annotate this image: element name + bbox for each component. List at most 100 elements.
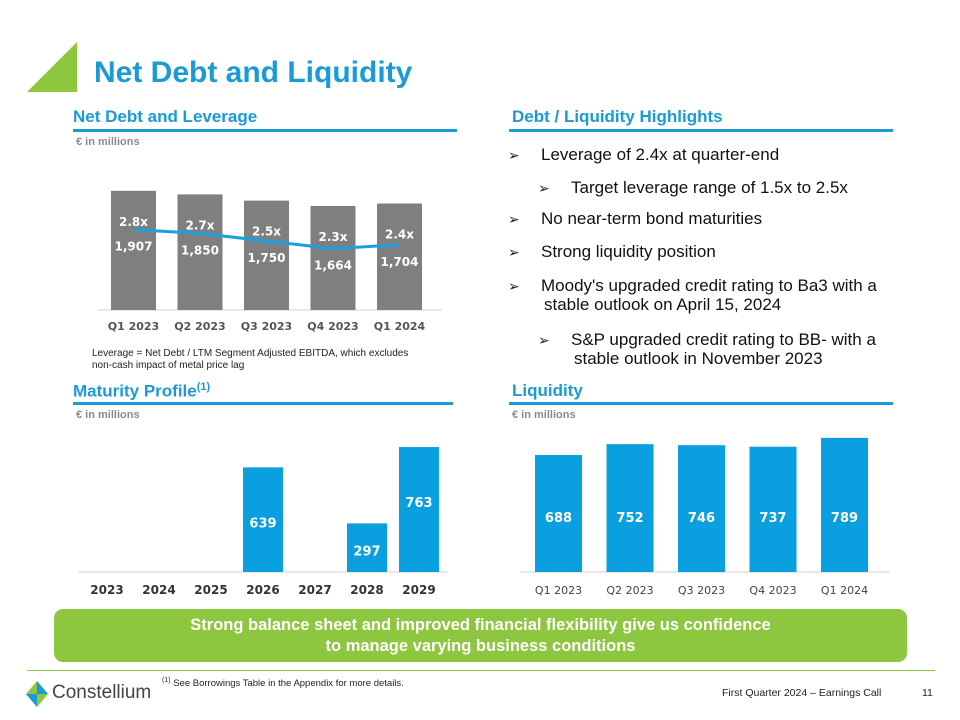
constellium-logo-icon <box>26 681 48 707</box>
x-tick-label: 2024 <box>142 583 175 597</box>
net-debt-value-label: 1,704 <box>381 255 419 269</box>
arrow-bullet-icon: ➢ <box>508 244 520 260</box>
net-debt-units: € in millions <box>76 136 140 148</box>
footer-event: First Quarter 2024 – Earnings Call <box>722 687 882 699</box>
footnote-marker: (1) <box>162 677 171 684</box>
x-tick-label: 2025 <box>194 583 227 597</box>
net-debt-value-label: 1,750 <box>248 251 286 265</box>
x-tick-label: Q4 2023 <box>749 584 796 597</box>
banner-line2: to manage varying business conditions <box>325 636 636 655</box>
x-tick-label: 2026 <box>246 583 279 597</box>
leverage-label: 2.8x <box>119 215 148 229</box>
page-number: 11 <box>922 687 933 699</box>
leverage-note: Leverage = Net Debt / LTM Segment Adjust… <box>92 348 452 372</box>
x-tick-label: 2028 <box>350 583 383 597</box>
maturity-heading: Maturity Profile(1) <box>73 381 210 402</box>
x-tick-label: Q2 2023 <box>606 584 653 597</box>
page-title: Net Debt and Liquidity <box>94 56 413 89</box>
highlights-heading: Debt / Liquidity Highlights <box>512 107 723 126</box>
highlight-item: ➢ Strong liquidity position <box>508 242 716 261</box>
net-debt-value-label: 1,850 <box>181 243 219 257</box>
conclusion-banner: Strong balance sheet and improved financ… <box>54 609 907 662</box>
net-debt-bar <box>111 190 156 310</box>
liquidity-bar <box>678 445 725 572</box>
arrow-bullet-icon: ➢ <box>508 211 520 227</box>
liquidity-bar <box>821 437 868 572</box>
liquidity-chart: 688 Q1 2023 752 Q2 2023 746 Q3 2023 737 Q4 2023… <box>520 437 890 597</box>
maturity-rule <box>73 402 453 405</box>
highlight-item: ➢ Moody's upgraded credit rating to Ba3 … <box>508 276 877 314</box>
leverage-label: 2.4x <box>385 228 414 242</box>
highlight-text: Moody's upgraded credit rating to Ba3 wi… <box>541 276 877 295</box>
x-tick-label: Q3 2023 <box>678 584 725 597</box>
liquidity-bar <box>535 455 582 572</box>
liquidity-value-label: 789 <box>831 511 858 526</box>
x-tick-label: 2023 <box>90 583 123 597</box>
maturity-bar <box>347 523 387 572</box>
highlight-text: No near-term bond maturities <box>541 209 763 228</box>
liquidity-rule <box>509 402 893 405</box>
x-tick-label: Q2 2023 <box>174 320 225 333</box>
leverage-label: 2.3x <box>319 230 348 244</box>
banner-line1: Strong balance sheet and improved financ… <box>190 615 771 634</box>
highlights-rule <box>509 129 893 132</box>
maturity-bar <box>243 467 283 572</box>
maturity-units: € in millions <box>76 409 140 421</box>
arrow-bullet-icon: ➢ <box>538 332 550 348</box>
highlight-text: Leverage of 2.4x at quarter-end <box>541 145 780 164</box>
footer-rule <box>27 670 935 671</box>
arrow-bullet-icon: ➢ <box>508 147 520 163</box>
highlight-text-continued: stable outlook on April 15, 2024 <box>544 295 782 314</box>
highlight-text-continued: stable outlook in November 2023 <box>574 349 823 368</box>
leverage-line <box>133 228 400 251</box>
net-debt-bar <box>177 194 223 310</box>
maturity-bar <box>399 447 439 572</box>
leverage-note-line1: Leverage = Net Debt / LTM Segment Adjust… <box>92 348 409 359</box>
x-tick-label: Q1 2024 <box>374 320 426 333</box>
arrow-bullet-icon: ➢ <box>508 278 520 294</box>
liquidity-value-label: 752 <box>616 511 643 526</box>
maturity-heading-sup: (1) <box>196 381 211 393</box>
logo-wordmark: Constellium <box>52 682 152 703</box>
maturity-chart: 2023 2024 2025 639 2026 2027 297 2028 763 2029 <box>78 447 448 597</box>
highlight-text: Strong liquidity position <box>541 242 716 261</box>
highlight-item: ➢ No near-term bond maturities <box>508 209 762 228</box>
maturity-value-label: 763 <box>405 496 432 511</box>
maturity-value-label: 639 <box>249 516 276 531</box>
leverage-label: 2.7x <box>186 218 215 232</box>
footnote-text: See Borrowings Table in the Appendix for… <box>173 678 404 690</box>
net-debt-value-label: 1,907 <box>115 240 153 254</box>
x-tick-label: Q3 2023 <box>241 320 292 333</box>
net-debt-bar <box>310 206 356 310</box>
net-debt-bar <box>244 200 289 310</box>
highlight-subitem: ➢ S&P upgraded credit rating to BB- with… <box>538 330 876 368</box>
x-tick-label: Q1 2023 <box>535 584 582 597</box>
highlight-item: ➢ Leverage of 2.4x at quarter-end <box>508 145 779 164</box>
maturity-heading-text: Maturity Profile <box>73 381 197 401</box>
highlight-text: S&P upgraded credit rating to BB- with a <box>571 330 876 349</box>
arrow-bullet-icon: ➢ <box>538 180 550 196</box>
highlight-text: Target leverage range of 1.5x to 2.5x <box>571 178 848 197</box>
net-debt-value-label: 1,664 <box>314 259 352 273</box>
liquidity-bar <box>749 446 797 572</box>
x-tick-label: Q4 2023 <box>307 320 358 333</box>
liquidity-value-label: 737 <box>759 511 786 526</box>
corner-triangle-decoration <box>27 42 77 92</box>
maturity-value-label: 297 <box>353 544 380 559</box>
x-tick-label: 2029 <box>402 583 435 597</box>
highlight-subitem: ➢ Target leverage range of 1.5x to 2.5x <box>538 178 848 197</box>
x-tick-label: 2027 <box>298 583 331 597</box>
x-tick-label: Q1 2023 <box>108 320 159 333</box>
net-debt-heading: Net Debt and Leverage <box>73 107 258 126</box>
liquidity-heading: Liquidity <box>512 381 583 400</box>
liquidity-bar <box>606 444 654 572</box>
net-debt-chart: 2.8x 1,907 Q1 2023 2.7x 1,850 Q2 2023 2.5x 1,75… <box>98 190 442 333</box>
liquidity-value-label: 746 <box>688 511 715 526</box>
leverage-label: 2.5x <box>252 225 281 239</box>
x-tick-label: Q1 2024 <box>821 584 868 597</box>
net-debt-bar <box>377 203 422 310</box>
liquidity-value-label: 688 <box>545 511 572 526</box>
footnote: (1) See Borrowings Table in the Appendix… <box>162 677 404 689</box>
liquidity-units: € in millions <box>512 409 576 421</box>
net-debt-rule <box>73 129 457 132</box>
